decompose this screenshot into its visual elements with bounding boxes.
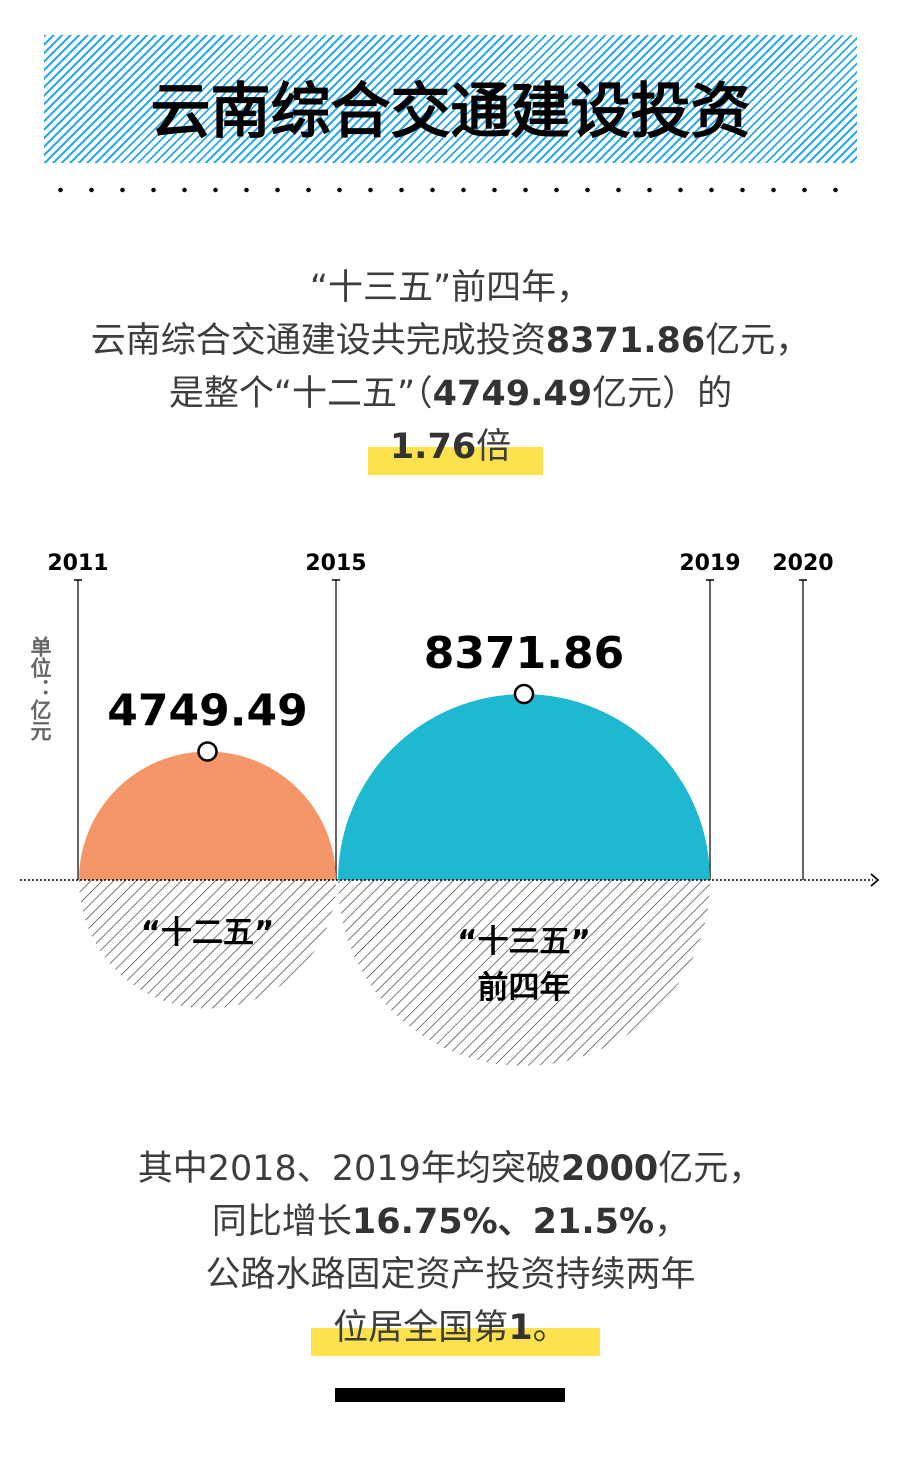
intro-line-2: 云南综合交通建设共完成投资8371.86亿元， bbox=[0, 315, 901, 368]
growth-values: 16.75%、21.5% bbox=[351, 1202, 655, 1242]
intro-line-4: 1.76倍 bbox=[0, 421, 901, 475]
outro-line-3: 公路水路固定资产投资持续两年 bbox=[205, 1255, 696, 1295]
text: ， bbox=[654, 1202, 690, 1242]
outro-line-2: 同比增长16.75%、21.5%， bbox=[0, 1196, 901, 1249]
intro-paragraph: “十三五”前四年， 云南综合交通建设共完成投资8371.86亿元， 是整个“十二… bbox=[0, 262, 901, 475]
value: 2000 bbox=[560, 1149, 659, 1189]
text: 其中2018、2019年均突破 bbox=[137, 1149, 561, 1189]
year-label: 2011 bbox=[47, 551, 108, 576]
year-label: 2019 bbox=[679, 551, 740, 576]
text: 亿元， bbox=[658, 1149, 764, 1189]
semicircle-13th bbox=[338, 694, 710, 880]
text: 云南综合交通建设共完成投资 bbox=[90, 321, 546, 361]
page-title: 云南综合交通建设投资 bbox=[150, 77, 751, 147]
outro-line-1: 其中2018、2019年均突破2000亿元， bbox=[0, 1143, 901, 1196]
outro-line-4: 位居全国第1。 bbox=[0, 1302, 901, 1356]
intro-line-1: “十三五”前四年， bbox=[309, 268, 592, 308]
text: 位居全国第 bbox=[333, 1308, 509, 1348]
text: 。 bbox=[532, 1308, 568, 1348]
footer-bar bbox=[335, 1388, 565, 1402]
year-label: 2020 bbox=[772, 551, 833, 576]
text: 倍 bbox=[476, 427, 512, 467]
unit-label: 单位：亿元 bbox=[28, 636, 52, 741]
outro-paragraph: 其中2018、2019年均突破2000亿元， 同比增长16.75%、21.5%，… bbox=[0, 1143, 901, 1356]
highlight-rank: 位居全国第1。 bbox=[311, 1302, 601, 1356]
text: 亿元）的 bbox=[592, 374, 733, 414]
dotted-divider bbox=[45, 187, 860, 193]
period-label: 前四年 bbox=[478, 970, 571, 1006]
period-label: “十二五” bbox=[141, 915, 275, 951]
rank-value: 1 bbox=[508, 1308, 533, 1348]
value-marker bbox=[197, 741, 218, 762]
text: 同比增长 bbox=[211, 1202, 352, 1242]
value-label: 8371.86 bbox=[424, 628, 624, 679]
value-marker bbox=[513, 683, 535, 705]
period-label: “十三五” bbox=[457, 924, 591, 960]
text: 是整个“十二五”（ bbox=[168, 374, 433, 414]
total-value: 8371.86 bbox=[545, 321, 706, 361]
highlight-ratio: 1.76倍 bbox=[367, 421, 544, 475]
hatched-half bbox=[79, 880, 336, 1009]
chart: 2011 2015 2019 2020 4749.49 “十二五” 8371.86 “十三五”… bbox=[20, 551, 880, 1066]
semicircle-12th bbox=[79, 751, 336, 880]
prev-value: 4749.49 bbox=[432, 374, 593, 414]
axis-arrow-icon bbox=[870, 873, 880, 887]
title-banner: 云南综合交通建设投资 bbox=[44, 35, 857, 163]
value-label: 4749.49 bbox=[107, 686, 307, 737]
ratio-value: 1.76 bbox=[389, 427, 477, 467]
text: 亿元， bbox=[705, 321, 811, 361]
year-label: 2015 bbox=[305, 551, 366, 576]
hatched-half bbox=[338, 880, 710, 1066]
intro-line-3: 是整个“十二五”（4749.49亿元）的 bbox=[0, 368, 901, 421]
